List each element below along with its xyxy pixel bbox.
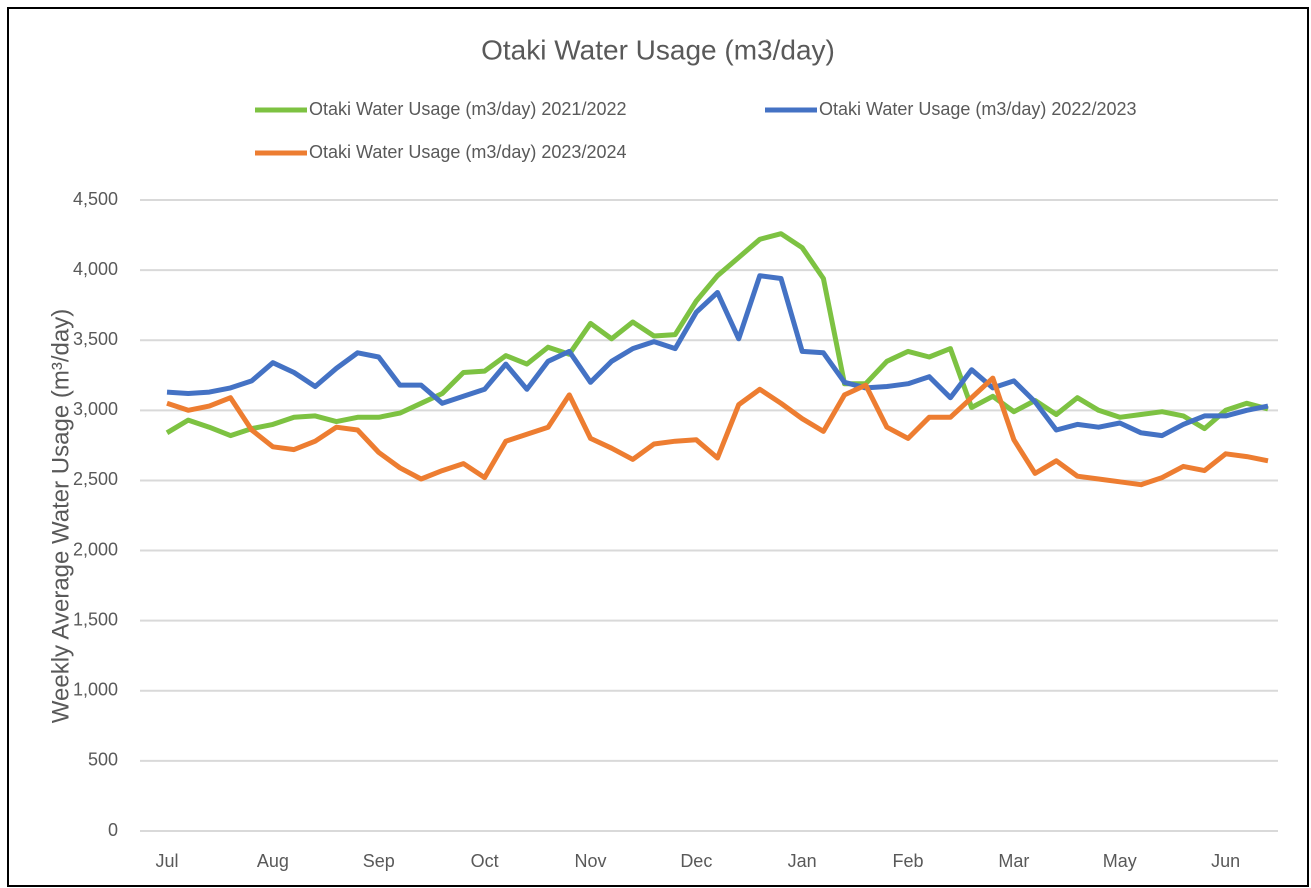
y-tick-label: 1,000 [73, 680, 118, 700]
y-tick-label: 3,500 [73, 329, 118, 349]
y-tick-label: 1,500 [73, 609, 118, 629]
y-axis-label: Weekly Average Water Usage (m³/day) [47, 309, 74, 723]
x-tick-label: Nov [574, 851, 606, 871]
x-tick-label: Aug [257, 851, 289, 871]
y-tick-label: 500 [88, 750, 118, 770]
legend-label: Otaki Water Usage (m3/day) 2022/2023 [819, 99, 1137, 119]
chart-title: Otaki Water Usage (m3/day) [481, 34, 835, 65]
legend-label: Otaki Water Usage (m3/day) 2021/2022 [309, 99, 627, 119]
series-line [166, 273, 1269, 439]
series-line [166, 375, 1269, 488]
x-tick-label: Oct [471, 851, 499, 871]
series-line [165, 231, 1269, 439]
x-tick-label: May [1103, 851, 1137, 871]
y-tick-label: 4,000 [73, 259, 118, 279]
x-tick-label: Sep [363, 851, 395, 871]
x-tick-label: Jul [155, 851, 178, 871]
y-tick-label: 2,500 [73, 469, 118, 489]
y-tick-label: 2,000 [73, 539, 118, 559]
legend-label: Otaki Water Usage (m3/day) 2023/2024 [309, 142, 627, 162]
x-tick-label: Jan [788, 851, 817, 871]
x-tick-label: Jun [1211, 851, 1240, 871]
x-tick-label: Dec [680, 851, 712, 871]
y-tick-label: 0 [108, 820, 118, 840]
chart-border [7, 7, 1309, 887]
x-tick-label: Feb [893, 851, 924, 871]
x-tick-label: Mar [998, 851, 1029, 871]
y-tick-label: 3,000 [73, 399, 118, 419]
y-tick-label: 4,500 [73, 189, 118, 209]
